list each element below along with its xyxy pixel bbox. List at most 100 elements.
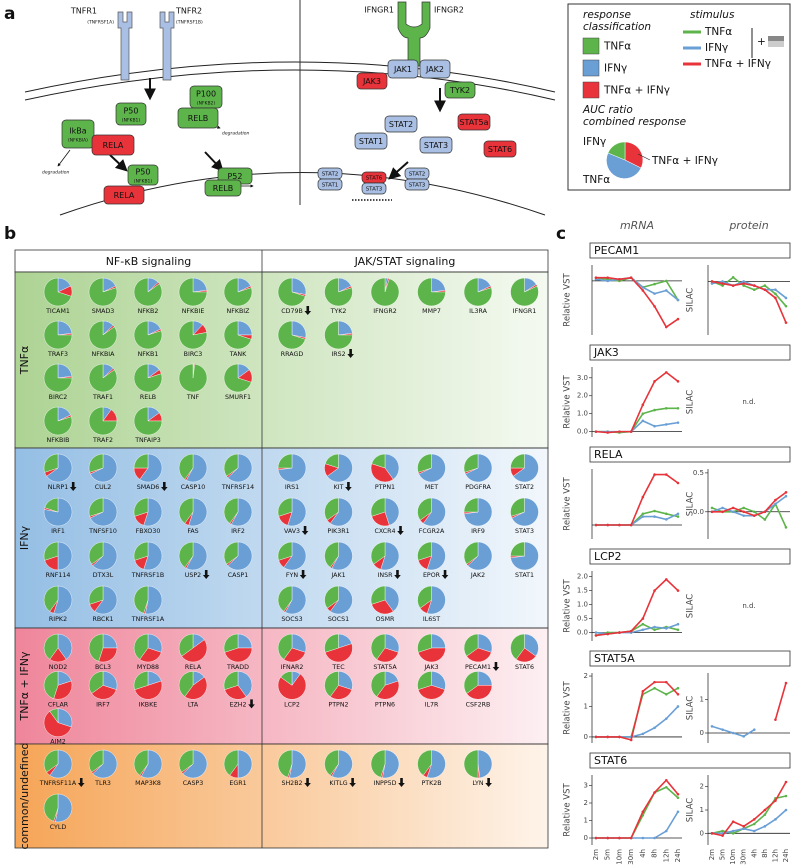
point <box>664 518 668 521</box>
point <box>606 632 610 636</box>
pie-slice <box>277 541 293 561</box>
degradation-label: degradation <box>42 170 69 176</box>
point <box>676 792 680 796</box>
node-label: IkBa <box>69 127 86 136</box>
header-row <box>14 249 549 273</box>
legend-gray <box>768 36 784 41</box>
node-label: P52 <box>227 172 242 181</box>
down-arrow <box>485 778 492 787</box>
pie-slice <box>289 749 307 779</box>
gene-label: LCP2 <box>284 701 300 708</box>
pie-slice <box>417 633 432 653</box>
pie-slice <box>329 685 353 700</box>
point <box>606 735 610 739</box>
gene-title-box <box>589 548 791 565</box>
pie-slice <box>134 680 163 700</box>
point <box>653 836 656 840</box>
pie-slice <box>43 363 73 393</box>
node-label: STAT1 <box>322 183 339 189</box>
pie-slice <box>417 277 446 307</box>
point <box>676 622 680 626</box>
y-axis-label: Relative VST <box>563 375 573 429</box>
down-arrow <box>441 570 449 579</box>
node-box <box>91 134 135 156</box>
point <box>742 825 746 828</box>
pie-slice <box>223 633 239 653</box>
gene-label: CFLAR <box>48 701 69 708</box>
point <box>618 430 621 433</box>
point <box>664 325 668 329</box>
y-tick-label: 1 <box>584 817 588 825</box>
point <box>594 276 598 280</box>
point <box>618 523 621 527</box>
panel-label: a <box>4 4 15 24</box>
pie-slice <box>98 647 118 663</box>
legend-label: TNFα + IFNγ <box>651 155 718 167</box>
gene-label: IL7R <box>425 701 439 708</box>
point <box>763 808 767 812</box>
gene-title-box <box>589 242 791 259</box>
node-box <box>317 178 343 191</box>
pie-slice <box>324 643 353 663</box>
pie-slice <box>338 671 353 690</box>
gene-label: INSR <box>378 572 394 579</box>
legend-pie-slice <box>607 141 626 161</box>
y-tick-label: 2 <box>584 672 588 680</box>
pie-slice <box>283 647 306 663</box>
point <box>664 473 668 476</box>
point <box>763 510 767 514</box>
down-arrow <box>304 306 312 315</box>
pie-slice <box>92 749 118 779</box>
point <box>774 288 777 292</box>
gene-label: STAT5A <box>373 664 397 671</box>
point <box>641 836 645 840</box>
node-sublabel: (NFKB1) <box>122 118 141 124</box>
gene-title-box <box>589 752 791 769</box>
y-tick-label: 1.0 <box>577 410 588 418</box>
group-label: IFNγ <box>18 525 31 550</box>
pie-slice <box>283 541 307 571</box>
x-tick-label: 24h <box>674 849 682 862</box>
node-label: P100 <box>196 90 216 99</box>
pie-slice <box>463 453 479 473</box>
gene-label: BIRC2 <box>49 394 68 401</box>
node-box <box>387 59 419 79</box>
point <box>676 693 680 696</box>
point <box>774 818 777 821</box>
x-tick-label: 5m <box>604 849 612 860</box>
column-header: NF-κB signaling <box>106 255 192 268</box>
pie-slice <box>88 277 118 307</box>
point <box>710 832 714 835</box>
gene-label: TNFRSF14 <box>221 484 254 491</box>
y-tick-label: 1 <box>584 702 588 710</box>
gene-label: IRF1 <box>51 528 65 535</box>
gene-label: STAT3 <box>515 528 534 535</box>
pie-slice <box>88 453 104 473</box>
point <box>629 836 633 840</box>
point <box>710 280 714 283</box>
node-label: STAT3 <box>424 141 448 150</box>
point <box>664 778 668 782</box>
gene-label: OSMR <box>376 616 395 623</box>
point <box>653 628 656 632</box>
gene-label: PECAM1 <box>465 664 491 671</box>
legend-gray <box>768 41 784 47</box>
pie-slice <box>384 633 400 653</box>
down-arrow <box>69 482 77 491</box>
node-box <box>61 119 95 149</box>
point <box>710 506 714 510</box>
gene-label: IFNGR2 <box>373 308 396 315</box>
gene-label: AIM2 <box>50 739 66 746</box>
arrow <box>388 161 409 180</box>
pie-slice <box>57 541 73 571</box>
pie-slice <box>223 277 253 307</box>
point <box>653 424 656 428</box>
gene-title: PECAM1 <box>594 244 639 257</box>
receptor <box>117 11 133 81</box>
pie-slice <box>92 541 118 571</box>
pie-slice <box>88 406 118 436</box>
point <box>721 284 724 287</box>
point <box>774 498 777 502</box>
gene-label: TRADD <box>226 664 249 671</box>
point <box>594 430 598 433</box>
